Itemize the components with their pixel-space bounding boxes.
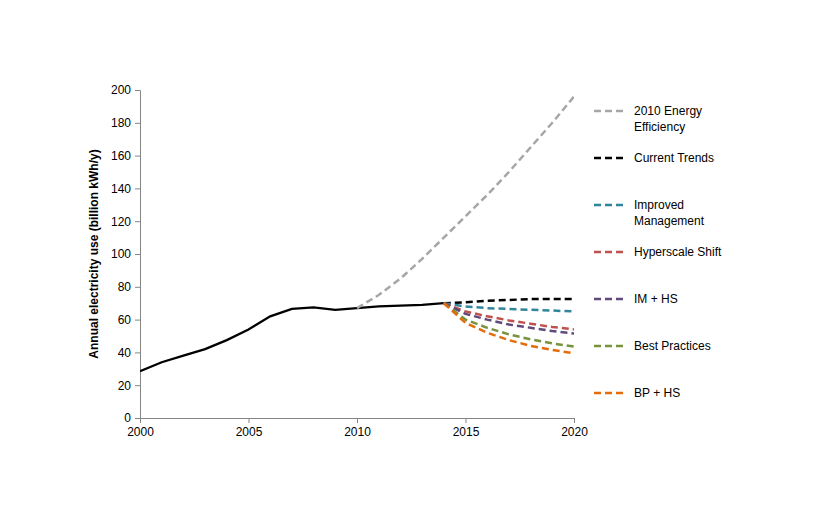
y-tick-label: 20 bbox=[118, 379, 132, 393]
x-tick-mark bbox=[357, 418, 358, 423]
legend-swatch bbox=[594, 204, 626, 207]
y-tick: 20 bbox=[118, 379, 140, 393]
legend: 2010 EnergyEfficiency Current Trends Impro… bbox=[594, 104, 722, 400]
legend-label: Current Trends bbox=[634, 151, 714, 165]
series-line bbox=[140, 303, 444, 371]
legend-swatch bbox=[594, 110, 626, 113]
y-tick-label: 60 bbox=[118, 313, 132, 327]
chart: 0204060801001201401601802002000200520102… bbox=[0, 0, 819, 530]
y-tick-mark bbox=[135, 90, 140, 91]
y-tick-mark bbox=[135, 352, 140, 353]
y-tick-mark bbox=[135, 418, 140, 419]
lines bbox=[140, 97, 574, 372]
y-tick: 140 bbox=[111, 182, 140, 196]
y-axis-line bbox=[135, 91, 141, 419]
x-axis-line bbox=[141, 419, 575, 424]
x-tick-label: 2010 bbox=[344, 425, 371, 439]
y-tick-mark bbox=[135, 188, 140, 189]
legend-label: ImprovedManagement bbox=[634, 198, 705, 228]
y-tick: 60 bbox=[118, 313, 140, 327]
x-tick-label: 2000 bbox=[127, 425, 154, 439]
legend-swatch bbox=[594, 392, 626, 395]
series-line bbox=[444, 303, 574, 311]
y-tick-label: 160 bbox=[111, 149, 131, 163]
y-tick-label: 40 bbox=[118, 346, 132, 360]
y-tick: 100 bbox=[111, 247, 140, 261]
y-tick: 160 bbox=[111, 149, 140, 163]
legend-label: 2010 EnergyEfficiency bbox=[634, 104, 702, 134]
y-tick-label: 80 bbox=[118, 280, 132, 294]
y-tick-label: 180 bbox=[111, 116, 131, 130]
series-line bbox=[444, 299, 574, 303]
y-tick: 40 bbox=[118, 346, 140, 360]
y-tick: 120 bbox=[111, 215, 140, 229]
y-tick-label: 100 bbox=[111, 247, 131, 261]
x-tick: 2010 bbox=[344, 418, 371, 439]
x-tick: 2020 bbox=[561, 418, 588, 439]
legend-swatch bbox=[594, 298, 626, 301]
y-tick-label: 0 bbox=[124, 411, 131, 425]
x-tick-mark bbox=[574, 418, 575, 423]
y-tick-mark bbox=[135, 221, 140, 222]
y-tick: 180 bbox=[111, 116, 140, 130]
legend-label: Best Practices bbox=[634, 339, 711, 353]
y-tick-mark bbox=[135, 385, 140, 386]
y-axis: 0 20 40 60 80 100 120 140 160 180 200 bbox=[111, 83, 141, 425]
plot: 0204060801001201401601802002000200520102… bbox=[87, 83, 588, 438]
x-tick-mark bbox=[466, 418, 467, 423]
legend-swatch bbox=[594, 345, 626, 348]
y-tick: 80 bbox=[118, 280, 140, 294]
x-tick-mark bbox=[140, 418, 141, 423]
x-tick-label: 2005 bbox=[236, 425, 263, 439]
x-tick-label: 2020 bbox=[561, 425, 588, 439]
x-tick: 2015 bbox=[453, 418, 480, 439]
y-tick: 0 bbox=[124, 411, 140, 425]
y-tick: 200 bbox=[111, 83, 140, 97]
legend-label: IM + HS bbox=[634, 292, 678, 306]
legend-swatch bbox=[594, 251, 626, 254]
series-line bbox=[444, 303, 574, 353]
y-tick-mark bbox=[135, 320, 140, 321]
x-tick: 2005 bbox=[236, 418, 263, 439]
y-tick-mark bbox=[135, 156, 140, 157]
series-line bbox=[444, 303, 574, 346]
y-tick-mark bbox=[135, 287, 140, 288]
x-tick-mark bbox=[249, 418, 250, 423]
x-axis: 2000 2005 2010 2015 2020 bbox=[127, 418, 588, 439]
legend-label: BP + HS bbox=[634, 386, 680, 400]
y-tick-label: 140 bbox=[111, 182, 131, 196]
x-tick: 2000 bbox=[127, 418, 154, 439]
series-line bbox=[357, 97, 574, 309]
y-tick-mark bbox=[135, 123, 140, 124]
y-tick-label: 200 bbox=[111, 83, 131, 97]
legend-swatch bbox=[594, 157, 626, 160]
y-tick-mark bbox=[135, 254, 140, 255]
legend-label: Hyperscale Shift bbox=[634, 245, 722, 259]
x-tick-label: 2015 bbox=[453, 425, 480, 439]
y-tick-label: 120 bbox=[111, 215, 131, 229]
y-axis-title: Annual electricity use (billion kWh/y) bbox=[87, 149, 101, 358]
